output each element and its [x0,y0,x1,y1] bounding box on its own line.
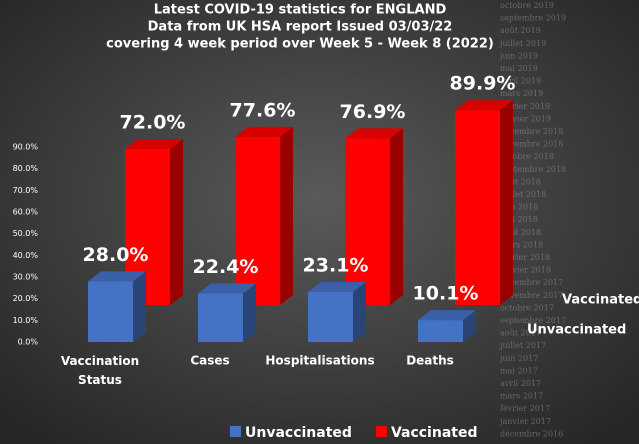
bar-top [308,281,366,292]
legend-swatch [230,426,241,437]
overlay-text: avril 2019 [500,77,541,86]
x-tick-label: Cases [190,354,229,368]
x-tick-label: Deaths [406,354,454,368]
overlay-text: avril 2017 [500,379,541,388]
bar-front [345,138,390,305]
overlay-text: juillet 2019 [499,39,546,48]
value-label: 72.0% [120,112,186,134]
value-label: 22.4% [193,256,259,278]
overlay-text: juin 2018 [499,203,538,212]
overlay-text: septembre 2018 [500,165,566,174]
bar-side [500,100,513,305]
y-tick-label: 10.0% [13,316,39,325]
y-tick-label: 30.0% [13,273,39,282]
chart-title: Data from UK HSA report Issued 03/03/22 [148,20,453,35]
overlay-text: octobre 2018 [500,152,554,161]
overlay-text: mai 2017 [500,366,538,375]
value-label: 89.9% [450,73,516,95]
overlay-text: mai 2019 [500,64,538,73]
overlay-text: juillet 2018 [499,190,546,199]
depth-label: Vaccinated [562,293,639,308]
bar-side [243,283,256,342]
overlay-text: novembre 2018 [500,140,563,149]
bar-side [133,271,146,342]
y-tick-label: 70.0% [13,186,39,195]
value-label: 28.0% [83,244,149,266]
bar-front [88,281,133,342]
bar-front [235,136,280,305]
value-label: 76.9% [340,101,406,123]
y-tick-label: 80.0% [13,164,39,173]
bar-top [198,283,256,294]
value-label: 10.1% [413,283,479,305]
bar [308,281,366,342]
bar-front [455,110,500,305]
overlay-text: mars 2019 [500,89,543,98]
value-label: 77.6% [230,99,296,121]
x-tick-label: Vaccination Status [61,354,139,387]
value-label: 23.1% [303,254,369,276]
overlay-text: janvier 2019 [499,114,551,123]
y-tick-label: 50.0% [13,229,39,238]
overlay-text: mars 2017 [500,392,543,401]
overlay-text: octobre 2017 [500,303,554,312]
chart-title: Latest COVID-19 statistics for ENGLAND [154,3,447,18]
bar-front [418,320,463,342]
y-tick-label: 60.0% [13,208,39,217]
legend-swatch [375,426,387,437]
overlay-text: avril 2018 [500,228,541,237]
bar [198,283,256,342]
overlay-text: décembre 2017 [500,278,563,287]
overlay-text: mai 2018 [500,215,538,224]
y-tick-label: 0.0% [18,338,39,347]
bar-top [88,271,146,282]
legend-label: Unvaccinated [245,425,352,441]
depth-label: Unvaccinated [527,323,626,338]
bar-top [455,100,513,111]
chart-title: covering 4 week period over Week 5 - Wee… [106,37,494,52]
overlay-text: décembre 2016 [500,429,563,438]
overlay-text: août 2018 [500,177,541,186]
bar-front [308,291,353,342]
y-tick-label: 20.0% [13,294,39,303]
bar-front [198,293,243,342]
x-tick-label: Hospitalisations [265,354,374,368]
overlay-text: janvier 2017 [499,417,551,426]
overlay-text: juin 2017 [499,354,538,363]
bar [455,100,513,305]
bar-top [125,139,183,149]
overlay-text: février 2019 [500,102,550,111]
bar [235,126,293,305]
legend-label: Vaccinated [391,425,478,441]
bar-side [390,128,403,305]
overlay-text: novembre 2017 [500,291,563,300]
overlay-text: août 2019 [500,26,541,35]
overlay-text: mars 2018 [500,240,543,249]
y-tick-label: 90.0% [13,143,39,152]
y-tick-label: 40.0% [13,251,39,260]
bar-side [170,139,183,305]
bar [418,310,476,342]
overlay-text: février 2018 [500,253,550,262]
bar-top [418,310,476,321]
overlay-text: août 2017 [500,329,541,338]
bar-side [280,126,293,305]
overlay-text: décembre 2018 [500,127,563,136]
overlay-text: juillet 2017 [499,341,546,350]
bar [345,128,403,305]
bar-side [463,310,476,342]
bar-top [235,126,293,137]
overlay-text: février 2017 [500,404,550,413]
overlay-text: septembre 2019 [500,14,566,23]
bar-side [353,281,366,342]
overlay-text: septembre 2017 [500,316,566,325]
overlay-text: octobre 2019 [500,1,554,10]
overlay-text: janvier 2018 [499,266,551,275]
overlay-text: juin 2019 [499,51,538,60]
bar [88,271,146,342]
bar-top [345,128,403,139]
